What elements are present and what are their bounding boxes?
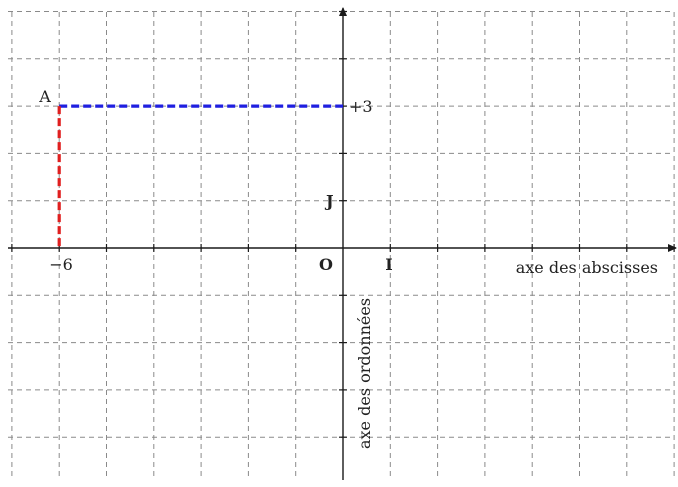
unit-i-label: I bbox=[385, 255, 392, 274]
y-axis-label: axe des ordonnées bbox=[355, 298, 374, 449]
x-axis-label: axe des abscisses bbox=[516, 258, 658, 277]
point-x-coordinate-label: −6 bbox=[49, 255, 73, 274]
unit-j-label: J bbox=[324, 192, 334, 211]
axis-ticks bbox=[11, 10, 675, 486]
point-a-label: A bbox=[38, 87, 51, 106]
grid bbox=[8, 11, 675, 485]
origin-label: O bbox=[319, 255, 333, 274]
point-y-coordinate-label: +3 bbox=[349, 97, 373, 116]
